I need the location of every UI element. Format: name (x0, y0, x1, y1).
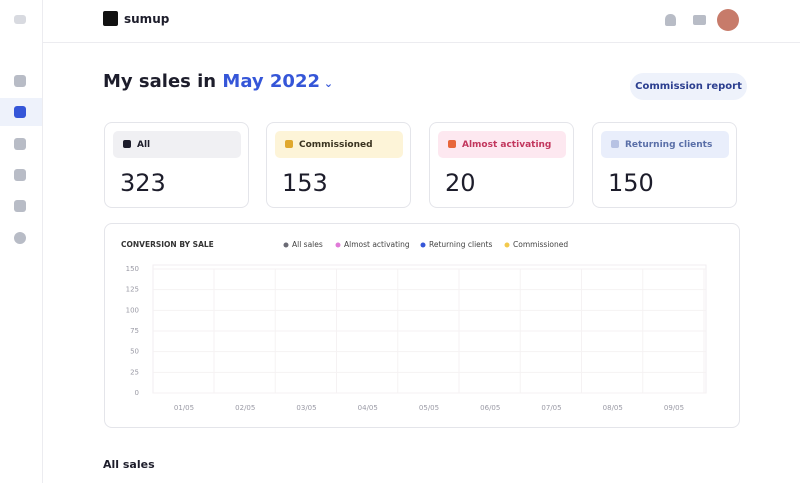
stat-card[interactable]: Returning clients 150 (592, 122, 737, 208)
plot-area (152, 264, 707, 394)
y-tick-label: 125 (126, 286, 139, 294)
heading-prefix: My sales in (103, 71, 217, 92)
x-tick-label: 06/05 (480, 404, 500, 412)
legend-dot (283, 242, 289, 248)
sidebar (0, 0, 43, 483)
legend-label: Returning clients (429, 240, 492, 249)
settings-icon[interactable] (14, 232, 26, 244)
stat-value: 153 (282, 169, 328, 197)
stat-value: 20 (445, 169, 476, 197)
month-selector[interactable]: May 2022 (222, 71, 321, 92)
stat-icon (123, 140, 131, 148)
x-tick-label: 07/05 (541, 404, 561, 412)
x-tick-label: 04/05 (358, 404, 378, 412)
stat-card[interactable]: Commissioned 153 (266, 122, 411, 208)
stat-value: 323 (120, 169, 166, 197)
chart-title: CONVERSION BY SALE (121, 240, 214, 249)
x-tick-label: 02/05 (235, 404, 255, 412)
user-icon[interactable] (14, 138, 26, 150)
stat-icon (448, 140, 456, 148)
dashboard-icon[interactable] (14, 75, 26, 87)
x-tick-label: 05/05 (419, 404, 439, 412)
y-tick-label: 100 (126, 306, 139, 314)
commission-report-button[interactable]: Commission report (630, 73, 747, 100)
chart: CONVERSION BY SALE 150 125 100 75 50 25 0 01/05… (121, 240, 707, 412)
logo-text: sumup (124, 11, 170, 26)
y-tick-label: 150 (126, 265, 139, 273)
chart-panel: CONVERSION BY SALE 150 125 100 75 50 25 0 01/05… (104, 223, 740, 428)
x-tick-label: 08/05 (603, 404, 623, 412)
legend-label: All sales (292, 240, 323, 249)
legend-label: Almost activating (344, 240, 410, 249)
legend-dot (335, 242, 341, 248)
stat-value: 150 (608, 169, 654, 197)
bell-nav-icon[interactable] (14, 200, 26, 212)
x-tick-label: 03/05 (296, 404, 316, 412)
y-tick-label: 0 (135, 389, 139, 397)
stat-label: Almost activating (438, 131, 566, 158)
avatar[interactable] (717, 9, 739, 31)
truck-icon[interactable] (14, 169, 26, 181)
x-tick-label: 01/05 (174, 404, 194, 412)
legend-label: Commissioned (513, 240, 568, 249)
y-tick-label: 50 (130, 348, 139, 356)
section-title: All sales (103, 458, 155, 471)
stat-card[interactable]: Almost activating 20 (429, 122, 574, 208)
menu-icon[interactable] (14, 15, 26, 24)
active-nav[interactable] (0, 98, 42, 126)
bell-icon[interactable] (665, 14, 676, 26)
page-heading: My sales in May 2022 ⌄ (103, 71, 334, 92)
stat-label: Returning clients (601, 131, 729, 158)
top-bar (43, 0, 800, 43)
legend-dot (504, 242, 510, 248)
stat-card[interactable]: All 323 (104, 122, 249, 208)
stat-label: Commissioned (275, 131, 403, 158)
stat-icon (285, 140, 293, 148)
legend-dot (420, 242, 426, 248)
y-tick-label: 25 (130, 368, 139, 376)
stat-label: All (113, 131, 241, 158)
y-tick-label: 75 (130, 327, 139, 335)
mail-icon[interactable] (693, 15, 706, 25)
stat-icon (611, 140, 619, 148)
x-tick-label: 09/05 (664, 404, 684, 412)
logo: sumup (103, 11, 169, 26)
